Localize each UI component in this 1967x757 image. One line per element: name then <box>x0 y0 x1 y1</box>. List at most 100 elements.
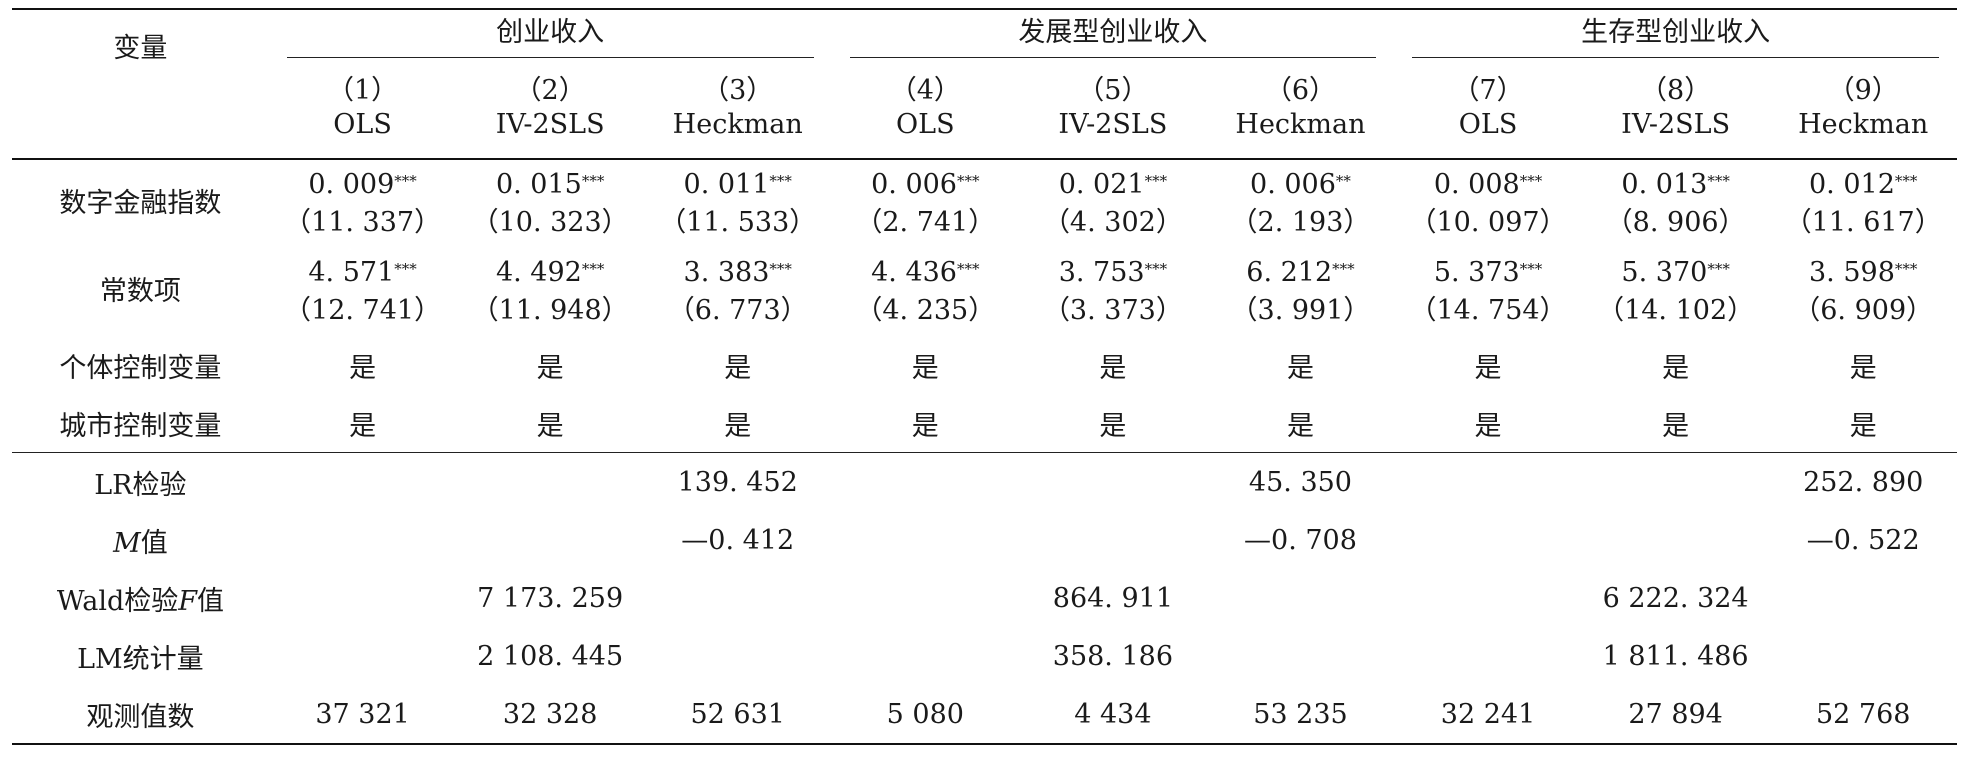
value-cell: 是 <box>536 352 564 384</box>
value-cell: 是 <box>1849 410 1877 442</box>
row-label: 常数项 <box>99 276 181 307</box>
row-lm-statistic: LM统计量 2 108. 445 358. 186 1 811. 486 <box>12 627 1957 685</box>
row-label: M值 <box>113 527 168 559</box>
row-label: 数字金融指数 <box>12 158 269 248</box>
value-cell <box>1582 511 1770 569</box>
coef-cell: 3. 598*** （6. 909） <box>1793 257 1934 326</box>
coef-cell: 5. 373*** （14. 754） <box>1409 257 1567 326</box>
value-cell: 27 894 <box>1581 685 1770 745</box>
value-cell: 37 321 <box>268 685 457 745</box>
coef-cell: 0. 009*** （11. 337） <box>268 158 457 248</box>
value-cell: 是 <box>724 352 752 384</box>
regression-table: 变量 创业收入 发展型创业收入 生存型创业收入 （1） OLS （2） IV-2SL… <box>12 8 1957 745</box>
value-cell: 32 241 <box>1394 685 1582 745</box>
value-cell <box>1207 569 1395 627</box>
value-cell <box>644 569 832 627</box>
coef-cell: 3. 383*** （6. 773） <box>667 257 808 326</box>
variable-header: 变量 <box>12 8 269 159</box>
model-header: （7） OLS <box>1452 75 1524 140</box>
value-cell: 是 <box>349 410 377 442</box>
value-cell: 是 <box>1099 352 1127 384</box>
value-cell <box>1394 452 1582 511</box>
row-m-value: M值 —0. 412 —0. 708 —0. 522 <box>12 511 1957 569</box>
value-cell: 是 <box>1474 352 1502 384</box>
value-cell <box>1769 569 1957 627</box>
row-wald-f: Wald检验F值 7 173. 259 864. 911 6 222. 324 <box>12 569 1957 627</box>
value-cell <box>269 627 457 685</box>
value-cell: 2 108. 445 <box>477 640 624 672</box>
value-cell <box>1581 452 1770 511</box>
value-cell: 139. 452 <box>643 452 832 511</box>
value-cell <box>1207 627 1395 685</box>
row-constant: 常数项 4. 571*** （12. 741） 4. 492*** （11. 948… <box>12 248 1957 336</box>
row-lr-test: LR检验 139. 452 45. 350 252. 890 <box>12 452 1957 511</box>
value-cell <box>1769 627 1957 685</box>
value-cell: 32 328 <box>456 685 644 745</box>
value-cell: —0. 708 <box>1244 524 1357 556</box>
value-cell: 53 235 <box>1206 685 1395 745</box>
value-cell: 5 080 <box>831 685 1020 745</box>
value-cell <box>832 627 1020 685</box>
model-header: （4） OLS <box>889 75 961 140</box>
value-cell: 是 <box>911 410 939 442</box>
row-label: 城市控制变量 <box>59 410 222 442</box>
coef-cell: 0. 006*** （2. 741） <box>831 158 1020 248</box>
value-cell <box>1394 511 1582 569</box>
row-individual-controls: 个体控制变量 是 是 是 是 是 是 是 是 是 <box>12 336 1957 394</box>
value-cell: 52 768 <box>1769 685 1957 745</box>
coef-cell: 3. 753*** （3. 373） <box>1042 257 1183 326</box>
model-header-row: （1） OLS （2） IV-2SLS （3） Heckman （4） OLS （5） I… <box>12 58 1957 159</box>
value-cell <box>268 452 457 511</box>
group-header-development-income: 发展型创业收入 <box>849 10 1377 58</box>
value-cell <box>832 569 1020 627</box>
coef-cell: 4. 436*** （4. 235） <box>855 257 996 326</box>
value-cell: —0. 522 <box>1806 524 1920 556</box>
value-cell <box>269 511 457 569</box>
coef-cell: 0. 006** （2. 193） <box>1206 158 1395 248</box>
value-cell: 864. 911 <box>1052 582 1173 614</box>
value-cell <box>1019 452 1207 511</box>
coef-cell: 0. 011*** （11. 533） <box>643 158 832 248</box>
model-header: （3） Heckman <box>672 75 803 140</box>
value-cell: 4 434 <box>1019 685 1207 745</box>
value-cell: —0. 412 <box>681 524 795 556</box>
row-city-controls: 城市控制变量 是 是 是 是 是 是 是 是 是 <box>12 394 1957 453</box>
value-cell: 252. 890 <box>1769 452 1957 511</box>
value-cell: 是 <box>1474 410 1502 442</box>
coef-cell: 0. 015*** （10. 323） <box>456 158 644 248</box>
value-cell <box>1394 627 1582 685</box>
coef-cell: 5. 370*** （14. 102） <box>1597 257 1755 326</box>
value-cell <box>644 627 832 685</box>
row-label: LM统计量 <box>77 643 204 675</box>
row-observations: 观测值数 37 321 32 328 52 631 5 080 4 434 53… <box>12 685 1957 745</box>
value-cell: 是 <box>724 410 752 442</box>
value-cell: 是 <box>1662 352 1690 384</box>
value-cell: 是 <box>536 410 564 442</box>
value-cell <box>831 452 1020 511</box>
value-cell <box>1019 511 1207 569</box>
value-cell: 是 <box>1849 352 1877 384</box>
value-cell: 是 <box>1099 410 1127 442</box>
value-cell: 358. 186 <box>1052 640 1173 672</box>
model-header: （1） OLS <box>326 75 399 140</box>
coef-cell: 0. 008*** （10. 097） <box>1394 158 1582 248</box>
model-header: （6） Heckman <box>1235 75 1366 140</box>
row-label: 观测值数 <box>12 685 269 745</box>
coef-cell: 0. 021*** （4. 302） <box>1019 158 1207 248</box>
coef-cell: 0. 012*** （11. 617） <box>1769 158 1957 248</box>
value-cell <box>832 511 1020 569</box>
value-cell: 45. 350 <box>1206 452 1395 511</box>
group-header-total-income: 创业收入 <box>286 10 814 58</box>
value-cell <box>456 511 644 569</box>
group-header-survival-income: 生存型创业收入 <box>1412 10 1939 58</box>
group-header-row: 变量 创业收入 发展型创业收入 生存型创业收入 <box>12 8 1957 159</box>
value-cell: 1 811. 486 <box>1602 640 1749 672</box>
row-digital-finance: 数字金融指数 0. 009*** （11. 337） 0. 015*** （10. … <box>12 158 1957 248</box>
model-header: （8） IV-2SLS <box>1621 75 1731 140</box>
model-header: （2） IV-2SLS <box>495 75 605 140</box>
row-label: Wald检验F值 <box>56 585 224 617</box>
coef-cell: 4. 571*** （12. 741） <box>284 257 442 326</box>
value-cell: 是 <box>349 352 377 384</box>
value-cell: 6 222. 324 <box>1602 582 1749 614</box>
